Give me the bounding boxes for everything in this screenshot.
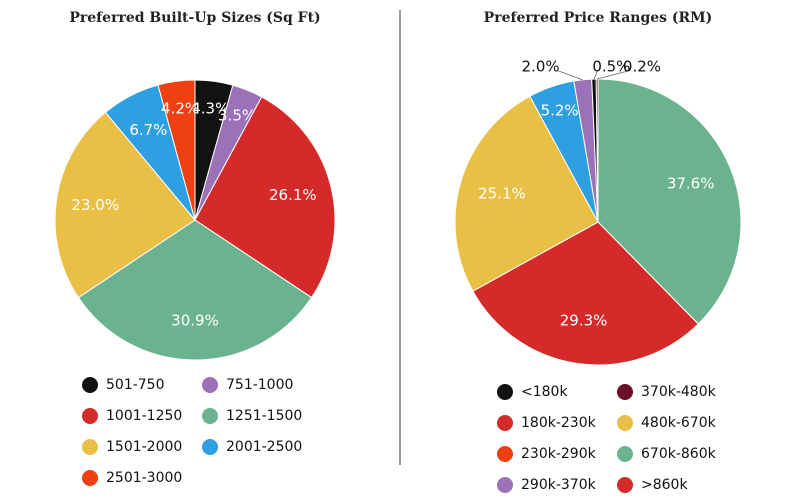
legend-swatch (617, 384, 633, 400)
legend-label: 290k-370k (521, 477, 597, 493)
pie-slice (54, 111, 196, 299)
legend-swatch (617, 415, 633, 431)
legend-label: 501-750 (106, 377, 165, 393)
slice-label: 0.5% (592, 58, 630, 76)
pie-slice (194, 96, 336, 299)
slice-label: 4.3% (191, 100, 229, 118)
slice-label: 4.2% (161, 99, 199, 117)
legend-swatch (82, 377, 98, 393)
slice-label: 30.9% (171, 311, 219, 329)
leader-line (558, 70, 583, 81)
legend-swatch (497, 477, 513, 493)
slice-label: 0.2% (623, 58, 661, 76)
legend-swatch (497, 446, 513, 462)
slice-label: 3.5% (218, 107, 256, 125)
legend-label: <180k (521, 384, 568, 400)
legend-swatch (617, 477, 633, 493)
slice-label: 6.7% (129, 121, 167, 139)
legend-swatch (202, 377, 218, 393)
legend-label: 2001-2500 (226, 439, 302, 455)
legend-swatch (202, 439, 218, 455)
legend-label: 480k-670k (641, 415, 717, 431)
legend-label: 370k-480k (641, 384, 717, 400)
pie-slice (472, 221, 699, 366)
slice-label: 25.1% (478, 184, 526, 202)
legend-swatch (82, 470, 98, 486)
legend-swatch (617, 446, 633, 462)
legend-label: >860k (641, 477, 688, 493)
pie-slice (454, 95, 599, 292)
leader-line (593, 70, 598, 80)
legend-swatch (82, 439, 98, 455)
chart-title: Preferred Price Ranges (RM) (484, 10, 713, 26)
legend-label: 180k-230k (521, 415, 597, 431)
legend-label: 1001-1250 (106, 408, 182, 424)
legend-swatch (497, 415, 513, 431)
slice-label: 37.6% (667, 175, 715, 193)
pie-slice (77, 219, 313, 361)
pie-slice (157, 79, 196, 221)
legend-label: 751-1000 (226, 377, 293, 393)
legend-label: 2501-3000 (106, 470, 182, 486)
slice-label: 5.2% (541, 102, 579, 120)
chart-title: Preferred Built-Up Sizes (Sq Ft) (69, 10, 320, 26)
legend-label: 670k-860k (641, 446, 717, 462)
legend-swatch (202, 408, 218, 424)
legend-label: 230k-290k (521, 446, 597, 462)
legend-label: 1501-2000 (106, 439, 182, 455)
slice-label: 23.0% (71, 196, 119, 214)
slice-label: 26.1% (269, 186, 317, 204)
leader-line (597, 70, 629, 80)
slice-label: 29.3% (560, 312, 608, 330)
legend-label: 1251-1500 (226, 408, 302, 424)
legend-swatch (497, 384, 513, 400)
slice-label: 2.0% (522, 58, 560, 76)
pie-slice (597, 78, 742, 325)
legend-swatch (82, 408, 98, 424)
